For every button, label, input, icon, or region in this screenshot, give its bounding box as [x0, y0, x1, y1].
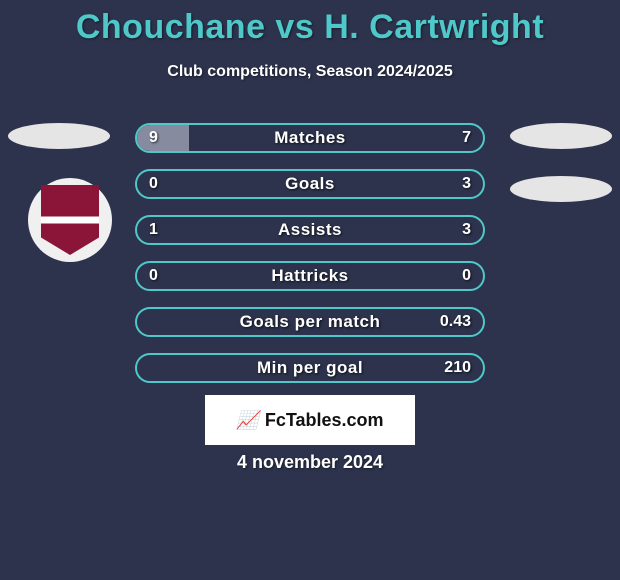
stat-row-matches: 9 Matches 7	[135, 123, 485, 153]
stat-label: Assists	[137, 217, 483, 243]
stat-value-right: 3	[462, 171, 471, 197]
branding-box[interactable]: 📈 FcTables.com	[205, 395, 415, 445]
page-title: Chouchane vs H. Cartwright	[0, 0, 620, 47]
date-text: 4 november 2024	[0, 452, 620, 473]
player-right-placeholder-1	[510, 123, 612, 149]
stat-label: Matches	[137, 125, 483, 151]
stats-container: 9 Matches 7 0 Goals 3 1 Assists 3 0 Hatt…	[135, 123, 485, 399]
player-left-placeholder	[8, 123, 110, 149]
stat-label: Goals	[137, 171, 483, 197]
branding-text: FcTables.com	[265, 410, 384, 431]
chart-icon: 📈	[236, 410, 258, 431]
stat-value-right: 0.43	[440, 309, 471, 335]
stat-label: Goals per match	[137, 309, 483, 335]
stat-row-hattricks: 0 Hattricks 0	[135, 261, 485, 291]
stat-value-right: 0	[462, 263, 471, 289]
stat-label: Min per goal	[137, 355, 483, 381]
page-subtitle: Club competitions, Season 2024/2025	[0, 63, 620, 81]
stat-row-assists: 1 Assists 3	[135, 215, 485, 245]
stat-label: Hattricks	[137, 263, 483, 289]
stat-row-mpg: Min per goal 210	[135, 353, 485, 383]
stat-row-goals: 0 Goals 3	[135, 169, 485, 199]
stat-value-right: 3	[462, 217, 471, 243]
club-crest-icon	[41, 185, 99, 255]
club-badge-left	[28, 178, 112, 262]
stat-value-right: 210	[444, 355, 471, 381]
stat-row-gpm: Goals per match 0.43	[135, 307, 485, 337]
stat-value-right: 7	[462, 125, 471, 151]
player-right-placeholder-2	[510, 176, 612, 202]
